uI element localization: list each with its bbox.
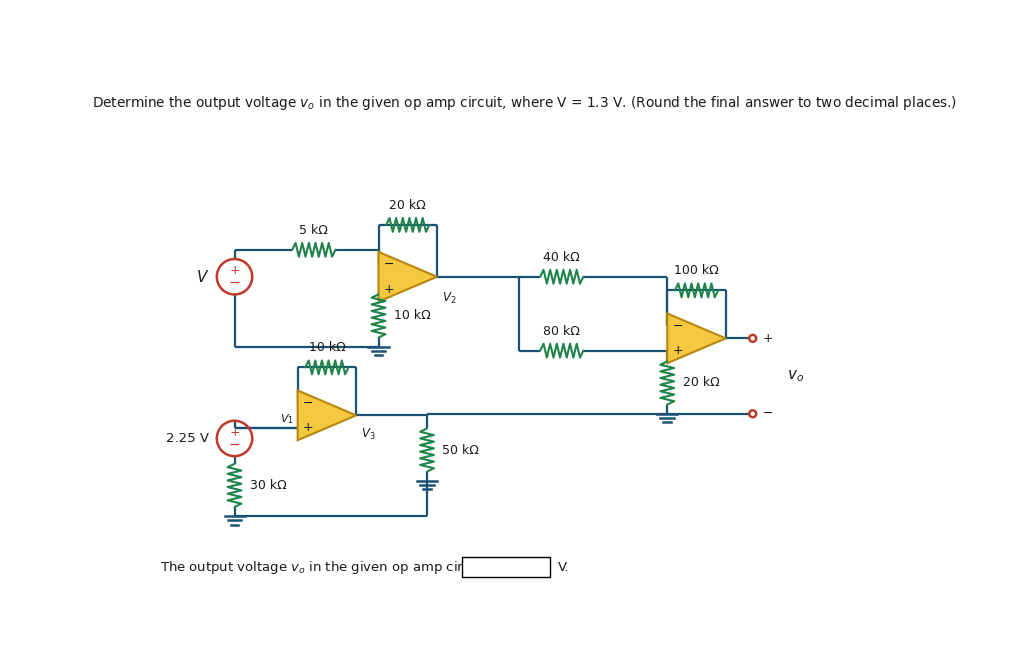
Text: $V$: $V$ — [196, 269, 209, 285]
Text: $V_3$: $V_3$ — [360, 427, 376, 442]
Text: −: − — [228, 276, 241, 290]
Text: −: − — [384, 258, 394, 271]
Text: 10 kΩ: 10 kΩ — [394, 310, 431, 322]
Text: −: − — [763, 407, 773, 420]
Text: 20 kΩ: 20 kΩ — [389, 199, 426, 212]
Text: Determine the output voltage $v_o$ in the given op amp circuit, where V = 1.3 V.: Determine the output voltage $v_o$ in th… — [92, 94, 957, 113]
Text: +: + — [229, 426, 240, 439]
Circle shape — [750, 335, 756, 342]
Text: The output voltage $v_o$ in the given op amp circuit is: The output voltage $v_o$ in the given op… — [160, 559, 503, 576]
Text: 2.25 V: 2.25 V — [166, 432, 209, 445]
Text: +: + — [303, 421, 313, 434]
Text: $V_1$: $V_1$ — [280, 412, 294, 426]
Polygon shape — [379, 252, 437, 302]
Text: +: + — [673, 344, 683, 357]
Text: $v_o$: $v_o$ — [787, 369, 805, 384]
Text: 80 kΩ: 80 kΩ — [544, 324, 581, 338]
Text: −: − — [673, 320, 683, 332]
Text: −: − — [228, 438, 241, 452]
Text: 40 kΩ: 40 kΩ — [544, 251, 581, 264]
Text: 10 kΩ: 10 kΩ — [308, 341, 345, 354]
Text: −: − — [303, 397, 313, 409]
Text: +: + — [229, 264, 240, 277]
FancyBboxPatch shape — [462, 557, 550, 577]
Text: 20 kΩ: 20 kΩ — [683, 377, 720, 389]
Text: +: + — [384, 283, 394, 295]
Text: 100 kΩ: 100 kΩ — [674, 264, 719, 277]
Text: V.: V. — [558, 561, 569, 574]
Text: 50 kΩ: 50 kΩ — [442, 444, 479, 456]
Text: 5 kΩ: 5 kΩ — [299, 224, 329, 237]
Polygon shape — [298, 391, 356, 440]
Text: +: + — [763, 332, 773, 345]
Text: $V_2$: $V_2$ — [441, 291, 456, 306]
Polygon shape — [668, 314, 726, 363]
Text: 30 kΩ: 30 kΩ — [250, 479, 287, 492]
Circle shape — [750, 410, 756, 417]
